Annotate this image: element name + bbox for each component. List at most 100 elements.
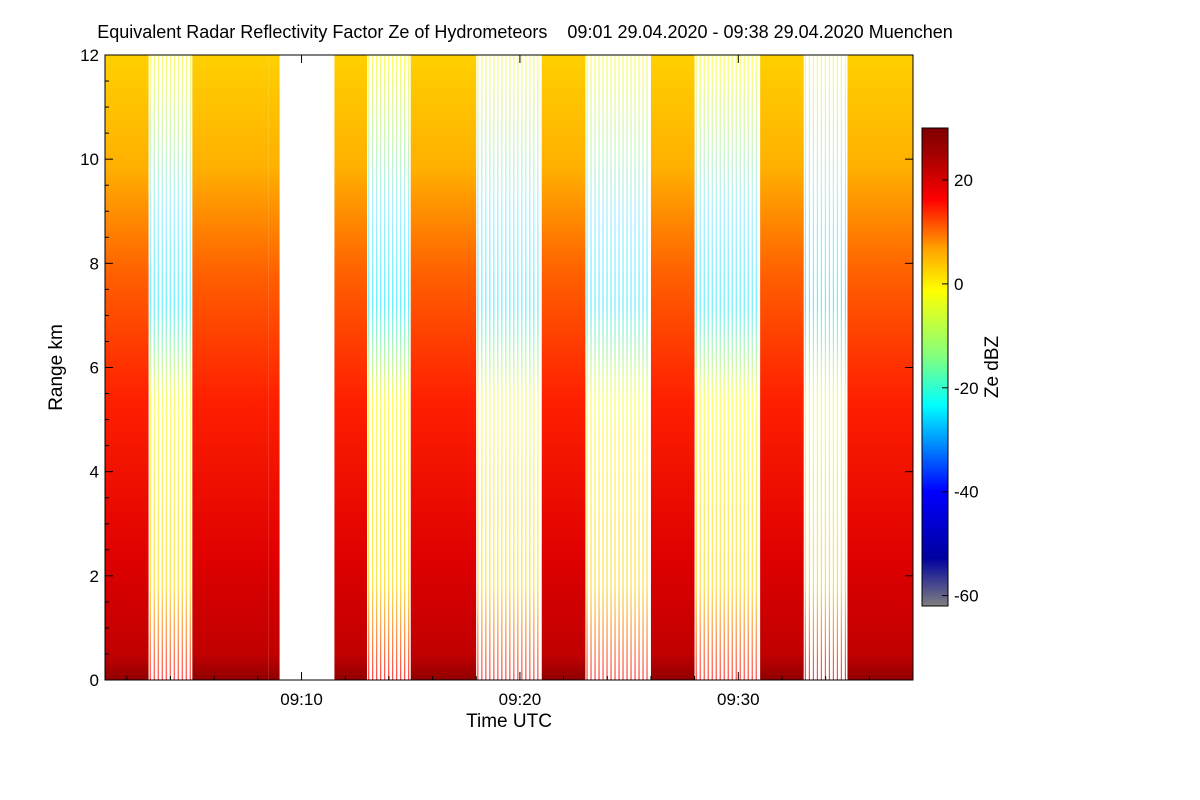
scan-stripe <box>185 55 187 680</box>
scan-stripe <box>525 55 527 680</box>
axes: 0 2 4 6 8 10 12 09:10 09:20 09:30 Time UTC Range km <box>46 46 914 732</box>
scan-stripe <box>590 55 592 680</box>
scan-stripe <box>537 55 539 680</box>
scan-stripe <box>533 55 535 680</box>
scan-stripe <box>707 55 709 680</box>
scan-segment-solid <box>334 55 368 680</box>
scan-stripe <box>392 55 394 680</box>
scan-stripe <box>189 55 191 680</box>
scan-stripe <box>727 55 729 680</box>
y-tick-label: 4 <box>90 463 99 482</box>
scan-stripe <box>161 55 163 680</box>
scan-stripe <box>622 55 624 680</box>
y-tick-label: 8 <box>90 254 99 273</box>
scan-stripe <box>844 55 847 680</box>
y-tick-label: 0 <box>90 671 99 690</box>
scan-stripe <box>642 55 644 680</box>
colorbar-gradient <box>921 127 949 607</box>
scan-stripe <box>703 55 705 680</box>
scan-stripe <box>606 55 608 680</box>
scan-stripe <box>404 55 406 680</box>
scan-stripe <box>177 55 179 680</box>
chart-title: Equivalent Radar Reflectivity Factor Ze … <box>0 22 1050 43</box>
scan-stripe <box>723 55 725 680</box>
y-tick-label: 12 <box>80 46 99 65</box>
scan-stripe <box>808 55 811 680</box>
scan-stripe <box>529 55 531 680</box>
scan-stripe <box>816 55 819 680</box>
scan-stripe <box>380 55 382 680</box>
scan-stripe <box>743 55 745 680</box>
scan-stripe <box>602 55 604 680</box>
scan-stripe <box>376 55 378 680</box>
scan-stripe <box>169 55 171 680</box>
scan-stripe <box>368 55 370 680</box>
scan-stripe <box>646 55 648 680</box>
scan-stripe <box>493 55 495 680</box>
scan-segment-striped-bg <box>585 55 651 680</box>
scan-stripe <box>820 55 823 680</box>
scan-stripe <box>485 55 487 680</box>
colorbar: 20 0 -20 -40 -60 Ze dBZ <box>921 127 1003 607</box>
scan-stripe <box>509 55 511 680</box>
scan-stripe <box>695 55 697 680</box>
scan-stripe <box>711 55 713 680</box>
data-gap <box>279 55 335 680</box>
chart-period: 09:01 29.04.2020 - 09:38 29.04.2020 <box>567 22 864 42</box>
y-tick-label: 2 <box>90 567 99 586</box>
scan-segment-solid <box>410 55 477 680</box>
scan-stripe <box>165 55 167 680</box>
y-tick-label: 10 <box>80 150 99 169</box>
scan-stripe <box>715 55 717 680</box>
scan-stripe <box>372 55 374 680</box>
scan-segment-solid <box>268 55 280 680</box>
scan-segment-striped-bg <box>476 55 542 680</box>
scan-segment-striped-bg <box>694 55 761 680</box>
scan-stripe <box>630 55 632 680</box>
scan-stripe <box>634 55 636 680</box>
x-tick-label: 09:10 <box>280 690 323 709</box>
scan-stripe <box>521 55 523 680</box>
scan-stripe <box>812 55 815 680</box>
scan-stripe <box>157 55 159 680</box>
colorbar-tick-label: 20 <box>954 171 973 190</box>
x-tick-label: 09:20 <box>499 690 542 709</box>
scan-stripe <box>840 55 843 680</box>
scan-stripe <box>501 55 503 680</box>
scan-stripe <box>747 55 749 680</box>
scan-stripe <box>149 55 151 680</box>
scan-stripe <box>598 55 600 680</box>
scan-stripe <box>699 55 701 680</box>
scan-stripe <box>739 55 741 680</box>
scan-stripe <box>497 55 499 680</box>
scan-stripe <box>481 55 483 680</box>
colorbar-tick-label: -20 <box>954 379 979 398</box>
scan-stripe <box>735 55 737 680</box>
scan-segment-solid <box>541 55 586 680</box>
scan-segment-solid <box>847 55 913 680</box>
scan-stripe <box>719 55 721 680</box>
x-axis-label: Time UTC <box>466 711 552 732</box>
scan-stripe <box>396 55 398 680</box>
scan-stripe <box>173 55 175 680</box>
scan-segment-solid <box>650 55 695 680</box>
y-axis-label: Range km <box>46 324 67 411</box>
scan-stripe <box>804 55 807 680</box>
y-tick-label: 6 <box>90 359 99 378</box>
scan-stripe <box>755 55 757 680</box>
scan-stripe <box>618 55 620 680</box>
chart-location: Muenchen <box>868 22 953 42</box>
colorbar-tick-label: -60 <box>954 587 979 606</box>
colorbar-label: Ze dBZ <box>982 335 1003 398</box>
scan-stripe <box>181 55 183 680</box>
colorbar-tick-label: 0 <box>954 275 963 294</box>
scan-stripe <box>824 55 827 680</box>
scan-stripe <box>731 55 733 680</box>
x-tick-label: 09:30 <box>717 690 760 709</box>
scan-stripe <box>586 55 588 680</box>
chart-title-text: Equivalent Radar Reflectivity Factor Ze … <box>97 22 548 42</box>
scan-stripe <box>505 55 507 680</box>
scan-stripe <box>751 55 753 680</box>
scan-stripe <box>388 55 390 680</box>
